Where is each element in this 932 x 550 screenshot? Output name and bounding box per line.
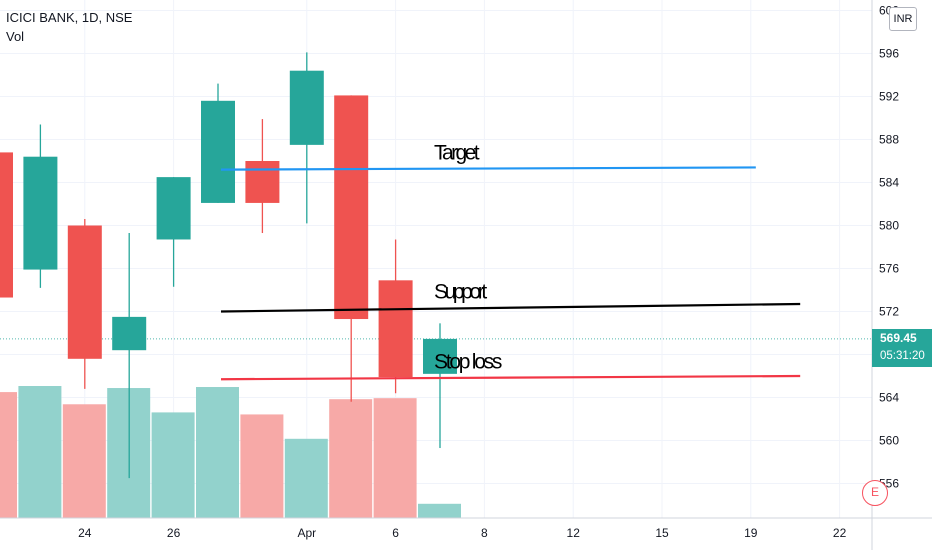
volume-bar — [240, 414, 284, 518]
y-tick-label: 592 — [879, 90, 899, 104]
stop-loss-line[interactable] — [220, 374, 801, 381]
earnings-icon[interactable]: E — [862, 480, 888, 506]
candle[interactable] — [201, 83, 235, 203]
candle-body — [289, 70, 324, 145]
candle-body — [245, 161, 280, 203]
last-price-value: 569.45 — [880, 331, 917, 345]
x-tick-label: 15 — [655, 526, 669, 540]
candle[interactable] — [245, 119, 280, 234]
y-tick-label: 576 — [879, 262, 899, 276]
chart-legend: ICICI BANK, 1D, NSE Vol — [6, 8, 132, 46]
volume-bar — [196, 387, 239, 518]
y-tick-label: 560 — [879, 434, 899, 448]
candle-body — [112, 316, 147, 351]
x-tick-label: 8 — [481, 526, 488, 540]
volume-bar — [62, 404, 106, 518]
volume-bar — [373, 398, 417, 518]
x-tick-label: 12 — [567, 526, 581, 540]
target-label[interactable]: Target — [434, 142, 480, 165]
x-tick-label: 26 — [167, 526, 181, 540]
y-tick-label: 584 — [879, 176, 899, 190]
candle[interactable] — [289, 52, 324, 224]
candle[interactable] — [334, 95, 369, 402]
candle-body — [67, 225, 102, 359]
y-tick-label: 580 — [879, 219, 899, 233]
volume-bar — [18, 386, 62, 518]
bar-countdown: 05:31:20 — [880, 350, 925, 362]
candle[interactable] — [0, 152, 13, 298]
volume-bar — [418, 503, 461, 518]
currency-button[interactable]: INR — [889, 7, 917, 31]
candle[interactable] — [23, 124, 58, 288]
candlesticks[interactable] — [0, 52, 457, 479]
candle[interactable] — [67, 219, 102, 389]
y-tick-label: 588 — [879, 133, 899, 147]
volume-bars — [0, 386, 461, 518]
y-tick-label: 572 — [879, 305, 899, 319]
last-price-label: 569.45 05:31:20 — [872, 329, 932, 367]
support-line[interactable] — [220, 302, 801, 313]
x-tick-label: 6 — [392, 526, 399, 540]
volume-bar — [0, 392, 17, 518]
support-label[interactable]: Support — [434, 281, 487, 304]
volume-bar — [151, 412, 195, 518]
stop-loss-label[interactable]: Stop loss — [434, 351, 502, 374]
candle-body — [378, 280, 413, 378]
candle[interactable] — [156, 177, 191, 287]
candle-body — [334, 95, 369, 320]
candle[interactable] — [423, 323, 457, 449]
drawing-annotations[interactable]: Target Support Stop loss — [220, 142, 801, 381]
y-tick-label: 596 — [879, 47, 899, 61]
volume-bar — [284, 438, 328, 518]
volume-bar — [329, 399, 373, 518]
candle-body — [0, 152, 13, 298]
candle-body — [23, 156, 58, 270]
x-tick-label: 22 — [833, 526, 847, 540]
candle-body — [201, 100, 235, 203]
candle[interactable] — [378, 239, 413, 394]
x-tick-label: 19 — [744, 526, 758, 540]
x-tick-label: 24 — [78, 526, 92, 540]
candle[interactable] — [112, 233, 147, 479]
y-tick-label: 564 — [879, 391, 899, 405]
target-line[interactable] — [220, 166, 756, 171]
symbol-title: ICICI BANK, 1D, NSE — [6, 10, 133, 25]
candle-body — [156, 177, 191, 240]
volume-label: Vol — [6, 29, 25, 44]
x-tick-label: Apr — [297, 526, 316, 540]
candle-body — [423, 338, 457, 374]
